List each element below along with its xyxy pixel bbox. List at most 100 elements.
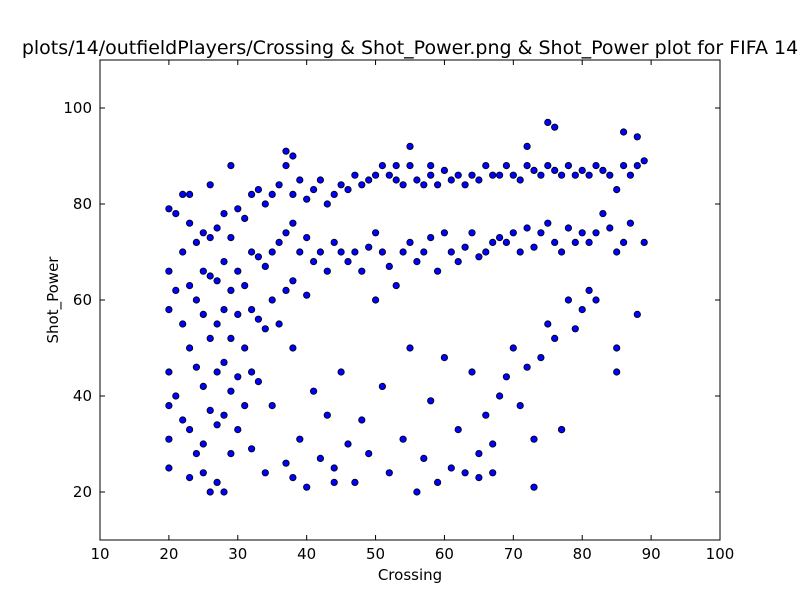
- data-points: [165, 118, 648, 496]
- data-point: [530, 483, 538, 491]
- data-point: [165, 205, 173, 213]
- data-point: [399, 181, 407, 189]
- data-point: [420, 454, 428, 462]
- data-point: [530, 243, 538, 251]
- data-point: [351, 171, 359, 179]
- data-point: [241, 344, 249, 352]
- x-axis-label: Crossing: [378, 566, 442, 584]
- chart-title: plots/14/outfieldPlayers/Crossing & Shot…: [22, 37, 798, 59]
- data-point: [344, 186, 352, 194]
- data-point: [406, 238, 414, 246]
- data-point: [557, 171, 566, 179]
- data-point: [213, 224, 221, 232]
- data-point: [447, 464, 455, 472]
- data-point: [433, 181, 442, 189]
- data-point: [165, 401, 173, 410]
- data-point: [268, 296, 276, 304]
- data-point: [179, 190, 187, 198]
- data-point: [599, 166, 607, 174]
- data-point: [172, 286, 180, 294]
- data-point: [640, 157, 648, 165]
- data-point: [289, 344, 297, 352]
- plot-area: 10 20 30 40 50 60 70 80 90 100 20 40 60 80 100: [63, 59, 734, 563]
- data-point: [254, 253, 262, 261]
- data-point: [337, 181, 345, 189]
- data-point: [351, 248, 359, 256]
- data-point: [482, 162, 490, 170]
- x-tick-label: 80: [573, 545, 592, 563]
- data-point: [495, 171, 504, 179]
- data-point: [599, 210, 607, 218]
- data-point: [248, 305, 256, 314]
- data-point: [427, 234, 435, 242]
- data-point: [337, 248, 345, 256]
- data-point: [213, 277, 221, 285]
- data-point: [220, 210, 228, 218]
- data-point: [296, 435, 304, 443]
- data-point: [502, 238, 510, 246]
- data-point: [454, 171, 462, 179]
- data-point: [179, 416, 187, 424]
- x-tick-label: 50: [366, 545, 385, 563]
- data-point: [516, 248, 524, 256]
- data-point: [495, 392, 504, 400]
- data-point: [489, 238, 497, 246]
- data-point: [613, 368, 621, 376]
- data-point: [192, 238, 200, 246]
- data-point: [316, 248, 324, 256]
- data-point: [296, 176, 304, 184]
- data-point: [544, 118, 552, 127]
- data-point: [365, 449, 373, 458]
- data-point: [268, 401, 276, 410]
- data-point: [447, 176, 455, 184]
- data-point: [254, 315, 262, 323]
- data-point: [165, 368, 173, 376]
- data-point: [502, 162, 510, 170]
- data-point: [303, 291, 311, 299]
- data-point: [309, 257, 318, 266]
- x-tick-label: 70: [504, 545, 523, 563]
- data-point: [289, 473, 297, 482]
- data-point: [433, 478, 442, 486]
- data-point: [234, 205, 242, 213]
- data-point: [468, 171, 476, 179]
- data-point: [475, 176, 483, 184]
- data-point: [165, 267, 173, 275]
- data-point: [571, 171, 579, 179]
- data-point: [303, 234, 311, 242]
- data-point: [261, 262, 269, 270]
- data-point: [234, 425, 242, 434]
- data-point: [199, 440, 207, 448]
- data-point: [220, 358, 228, 366]
- data-point: [509, 171, 517, 179]
- data-point: [509, 229, 517, 237]
- data-point: [578, 229, 586, 237]
- data-point: [248, 248, 256, 256]
- data-point: [585, 171, 593, 179]
- data-point: [571, 325, 579, 333]
- data-point: [213, 368, 221, 376]
- data-point: [413, 488, 421, 496]
- data-point: [282, 147, 290, 155]
- data-point: [227, 387, 235, 395]
- data-point: [640, 238, 648, 246]
- data-point: [461, 243, 469, 251]
- data-point: [213, 320, 221, 328]
- data-point: [206, 234, 214, 242]
- data-point: [330, 464, 338, 472]
- data-point: [206, 181, 214, 189]
- data-point: [619, 162, 628, 170]
- data-point: [289, 190, 297, 198]
- data-point: [309, 186, 318, 194]
- data-point: [509, 344, 517, 352]
- data-point: [544, 320, 552, 328]
- x-tick-label: 30: [228, 545, 247, 563]
- data-point: [220, 257, 228, 266]
- data-point: [248, 190, 256, 198]
- data-point: [454, 425, 462, 434]
- data-point: [213, 421, 221, 429]
- data-point: [186, 344, 194, 352]
- data-point: [254, 377, 262, 386]
- x-tick-label: 90: [642, 545, 661, 563]
